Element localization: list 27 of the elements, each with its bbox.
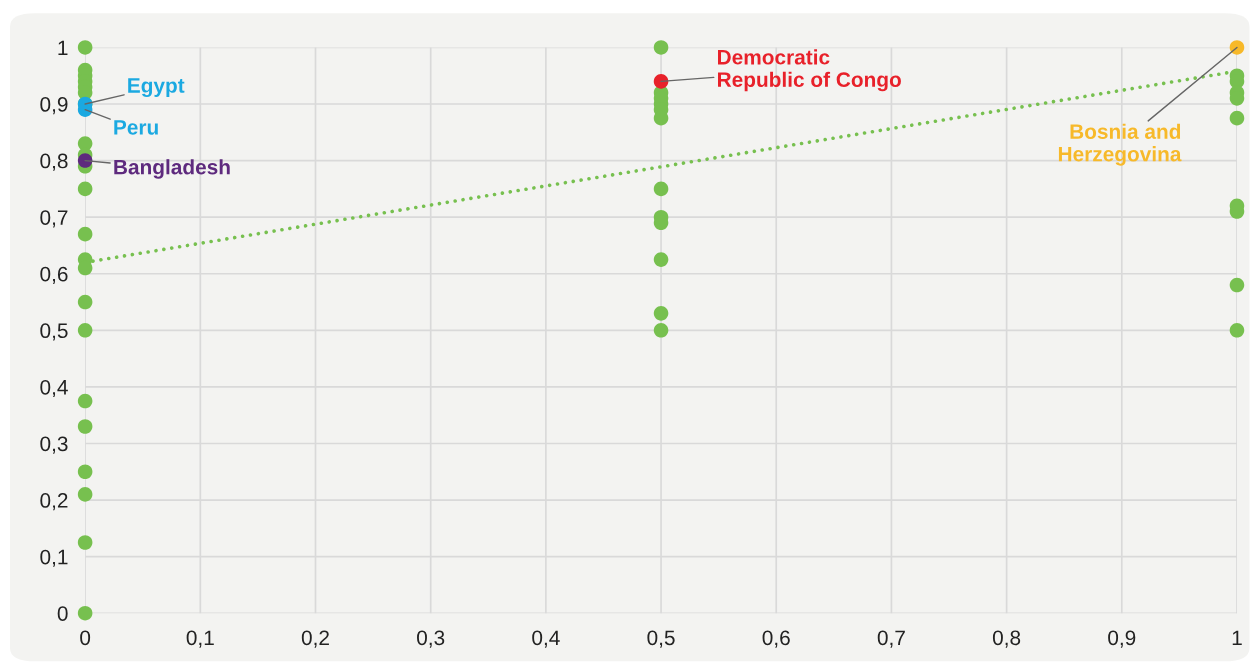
x-tick-label: 0,3 (417, 630, 445, 648)
x-tick-label: 0,9 (1108, 630, 1136, 648)
series-label: Egypt (128, 78, 185, 98)
y-tick-label: 0,2 (40, 493, 68, 511)
y-tick-label: 0,5 (40, 323, 68, 341)
series-label: Peru (114, 120, 158, 135)
y-tick-label: 0,7 (40, 210, 68, 228)
x-tick-label: 0,5 (647, 630, 675, 648)
text: Bosnia and Herzegovina (1058, 123, 1182, 166)
y-tick-label: 0,8 (40, 153, 68, 171)
x-tick-label: 0,1 (186, 630, 214, 648)
x-tick-label: 0,8 (992, 630, 1021, 648)
y-tick-label: 1 (58, 40, 68, 55)
y-tick-label: 0,3 (40, 436, 68, 454)
x-tick-label: 0,2 (301, 630, 329, 648)
x-tick-label: 0,4 (532, 630, 560, 648)
y-tick-label: 0,1 (40, 549, 68, 567)
x-tick-label: 1 (1232, 630, 1242, 645)
y-tick-label: 0,4 (40, 379, 68, 398)
x-tick-label: 0,7 (877, 630, 905, 648)
x-tick-label: 0,6 (762, 630, 790, 648)
text: Democratic Republic of Congo (718, 49, 901, 92)
y-tick-label: 0,9 (40, 97, 68, 115)
y-tick-label: 0,6 (40, 266, 68, 284)
x-tick-label: 0 (80, 630, 91, 646)
series-label: Bangladesh (114, 159, 230, 179)
y-tick-label: 0 (57, 606, 68, 621)
